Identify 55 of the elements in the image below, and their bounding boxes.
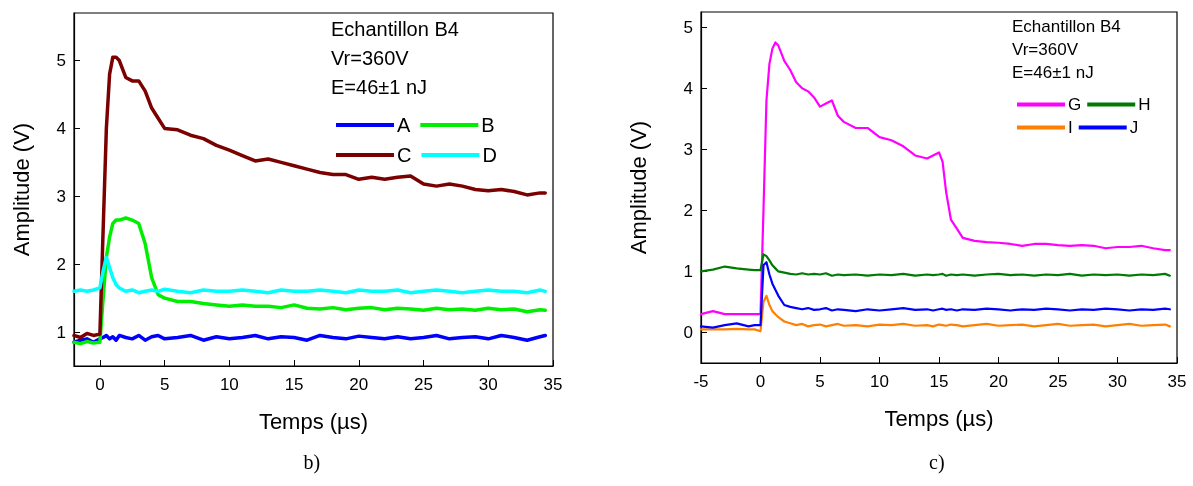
- annotation: Echantillon B4: [1012, 17, 1121, 36]
- legend-label: A: [397, 114, 411, 136]
- x-tick-label: 15: [284, 375, 304, 394]
- legend-label: B: [481, 114, 495, 136]
- y-axis-title: Amplitude (V): [625, 120, 651, 255]
- legend-label: I: [1068, 118, 1073, 137]
- line-series: [72, 255, 547, 295]
- annotation: E=46±1 nJ: [331, 76, 428, 98]
- annotation: Vr=360V: [1012, 40, 1079, 59]
- annotation: Echantillon B4: [331, 18, 459, 40]
- x-tick-label: 10: [219, 375, 239, 394]
- legend-label: H: [1138, 95, 1151, 114]
- legend-label: J: [1129, 118, 1139, 137]
- x-axis-title: Temps (µs): [258, 408, 369, 434]
- y-tick-label: 5: [683, 17, 693, 37]
- x-tick-label: 25: [414, 375, 433, 394]
- x-tick-label: 35: [543, 375, 563, 394]
- x-tick-label: 10: [870, 372, 889, 391]
- x-tick-label: 15: [929, 372, 949, 391]
- y-tick-label: 1: [56, 322, 66, 342]
- legend-label: G: [1068, 95, 1082, 114]
- x-tick-label: 5: [159, 375, 170, 394]
- legend-label: C: [397, 144, 412, 166]
- y-tick-label: 3: [56, 186, 66, 206]
- x-tick-label: 20: [989, 372, 1008, 391]
- line-series: [72, 216, 547, 346]
- text: b): [303, 451, 321, 474]
- y-axis-title: Amplitude (V): [8, 122, 34, 257]
- x-tick-label: 30: [478, 375, 498, 394]
- x-tick-label: 0: [95, 375, 105, 394]
- line-series: [699, 294, 1171, 333]
- line-series: [699, 41, 1171, 316]
- line-series: [72, 333, 547, 344]
- annotation: E=46±1 nJ: [1012, 63, 1094, 82]
- x-tick-label: 35: [1167, 372, 1187, 391]
- x-tick-label: 0: [755, 372, 766, 391]
- y-tick-label: 0: [683, 322, 693, 342]
- x-tick-label: -5: [693, 372, 709, 391]
- legend-label: D: [482, 144, 497, 166]
- y-tick-label: 4: [683, 78, 693, 98]
- x-tick-label: 5: [815, 372, 825, 391]
- y-tick-label: 5: [56, 51, 66, 71]
- text: c): [929, 451, 945, 474]
- x-tick-label: 30: [1108, 372, 1127, 391]
- y-tick-label: 2: [56, 254, 66, 274]
- y-tick-label: 3: [683, 139, 693, 159]
- y-tick-label: 4: [56, 118, 66, 138]
- annotation: Vr=360V: [331, 47, 410, 69]
- x-axis-title: Temps (µs): [884, 405, 994, 431]
- x-tick-label: 20: [349, 375, 369, 394]
- x-tick-label: 25: [1048, 372, 1068, 391]
- line-series: [699, 261, 1171, 329]
- y-tick-label: 1: [683, 261, 693, 281]
- line-series: [699, 253, 1171, 277]
- y-tick-label: 2: [683, 200, 693, 220]
